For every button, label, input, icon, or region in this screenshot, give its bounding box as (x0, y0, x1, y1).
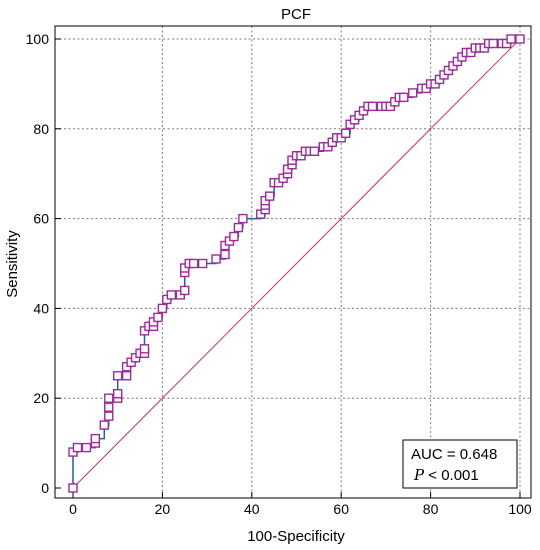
roc-point-marker (506, 34, 516, 44)
y-tick-label: 0 (41, 480, 49, 496)
x-tick-label: 80 (423, 501, 439, 517)
roc-point-marker (211, 254, 221, 264)
roc-point-marker (188, 258, 199, 269)
p-value-label: P < 0.001 (413, 466, 479, 484)
plot-frame (54, 25, 532, 499)
roc-point-marker (104, 393, 114, 403)
roc-point-marker (121, 371, 132, 381)
roc-point-marker (238, 213, 248, 224)
roc-point-marker (367, 101, 378, 112)
roc-point-marker (72, 442, 83, 453)
roc-point-marker (229, 231, 239, 242)
x-axis-title: 100-Specificity (247, 528, 345, 545)
roc-point-marker (104, 402, 114, 412)
x-tick-label: 0 (69, 501, 77, 517)
x-tick-label: 40 (244, 501, 260, 517)
roc-point-marker (220, 249, 230, 260)
roc-point-marker (399, 92, 409, 103)
auc-annotation-box: AUC = 0.648 P < 0.001 (402, 439, 518, 489)
roc-point-marker (112, 389, 123, 399)
roc-point-marker (488, 38, 498, 49)
y-tick-label: 20 (33, 390, 49, 406)
roc-point-marker (233, 222, 244, 233)
x-tick-label: 60 (333, 501, 349, 517)
y-axis-title: Sensitivity (4, 230, 21, 298)
roc-point-marker (104, 411, 114, 421)
axes-layer (54, 25, 532, 499)
p-value-text: < 0.001 (424, 467, 479, 484)
y-tick-label: 100 (26, 31, 50, 47)
y-tick-label: 80 (33, 121, 49, 137)
roc-point-marker (515, 34, 525, 44)
auc-value-label: AUC = 0.648 (411, 446, 497, 463)
roc-point-marker (90, 433, 101, 444)
p-symbol: P (413, 466, 425, 484)
y-tick-label: 40 (33, 300, 49, 316)
roc-point-marker (81, 442, 92, 453)
roc-point-marker (139, 344, 150, 354)
tick-labels: 0 20 40 60 80 100 0 20 40 60 80 100 (26, 31, 532, 517)
x-tick-label: 100 (508, 501, 532, 517)
chart-title: PCF (281, 6, 311, 23)
roc-point-marker (68, 483, 78, 493)
y-tick-label: 60 (33, 211, 49, 227)
roc-point-marker (99, 420, 109, 430)
roc-point-marker (112, 371, 123, 381)
reference-diagonal-line (72, 38, 521, 489)
roc-point-marker (157, 303, 168, 314)
roc-point-marker (153, 312, 163, 323)
grid-layer (55, 26, 531, 498)
roc-point-marker (408, 88, 418, 98)
roc-point-marker (340, 128, 351, 138)
roc-point-marker (180, 285, 190, 296)
roc-point-marker (166, 290, 177, 300)
x-tick-label: 20 (155, 501, 171, 517)
roc-point-marker (264, 191, 275, 201)
roc-point-marker (197, 258, 208, 269)
roc-markers (68, 34, 525, 493)
roc-point-marker (309, 146, 320, 156)
